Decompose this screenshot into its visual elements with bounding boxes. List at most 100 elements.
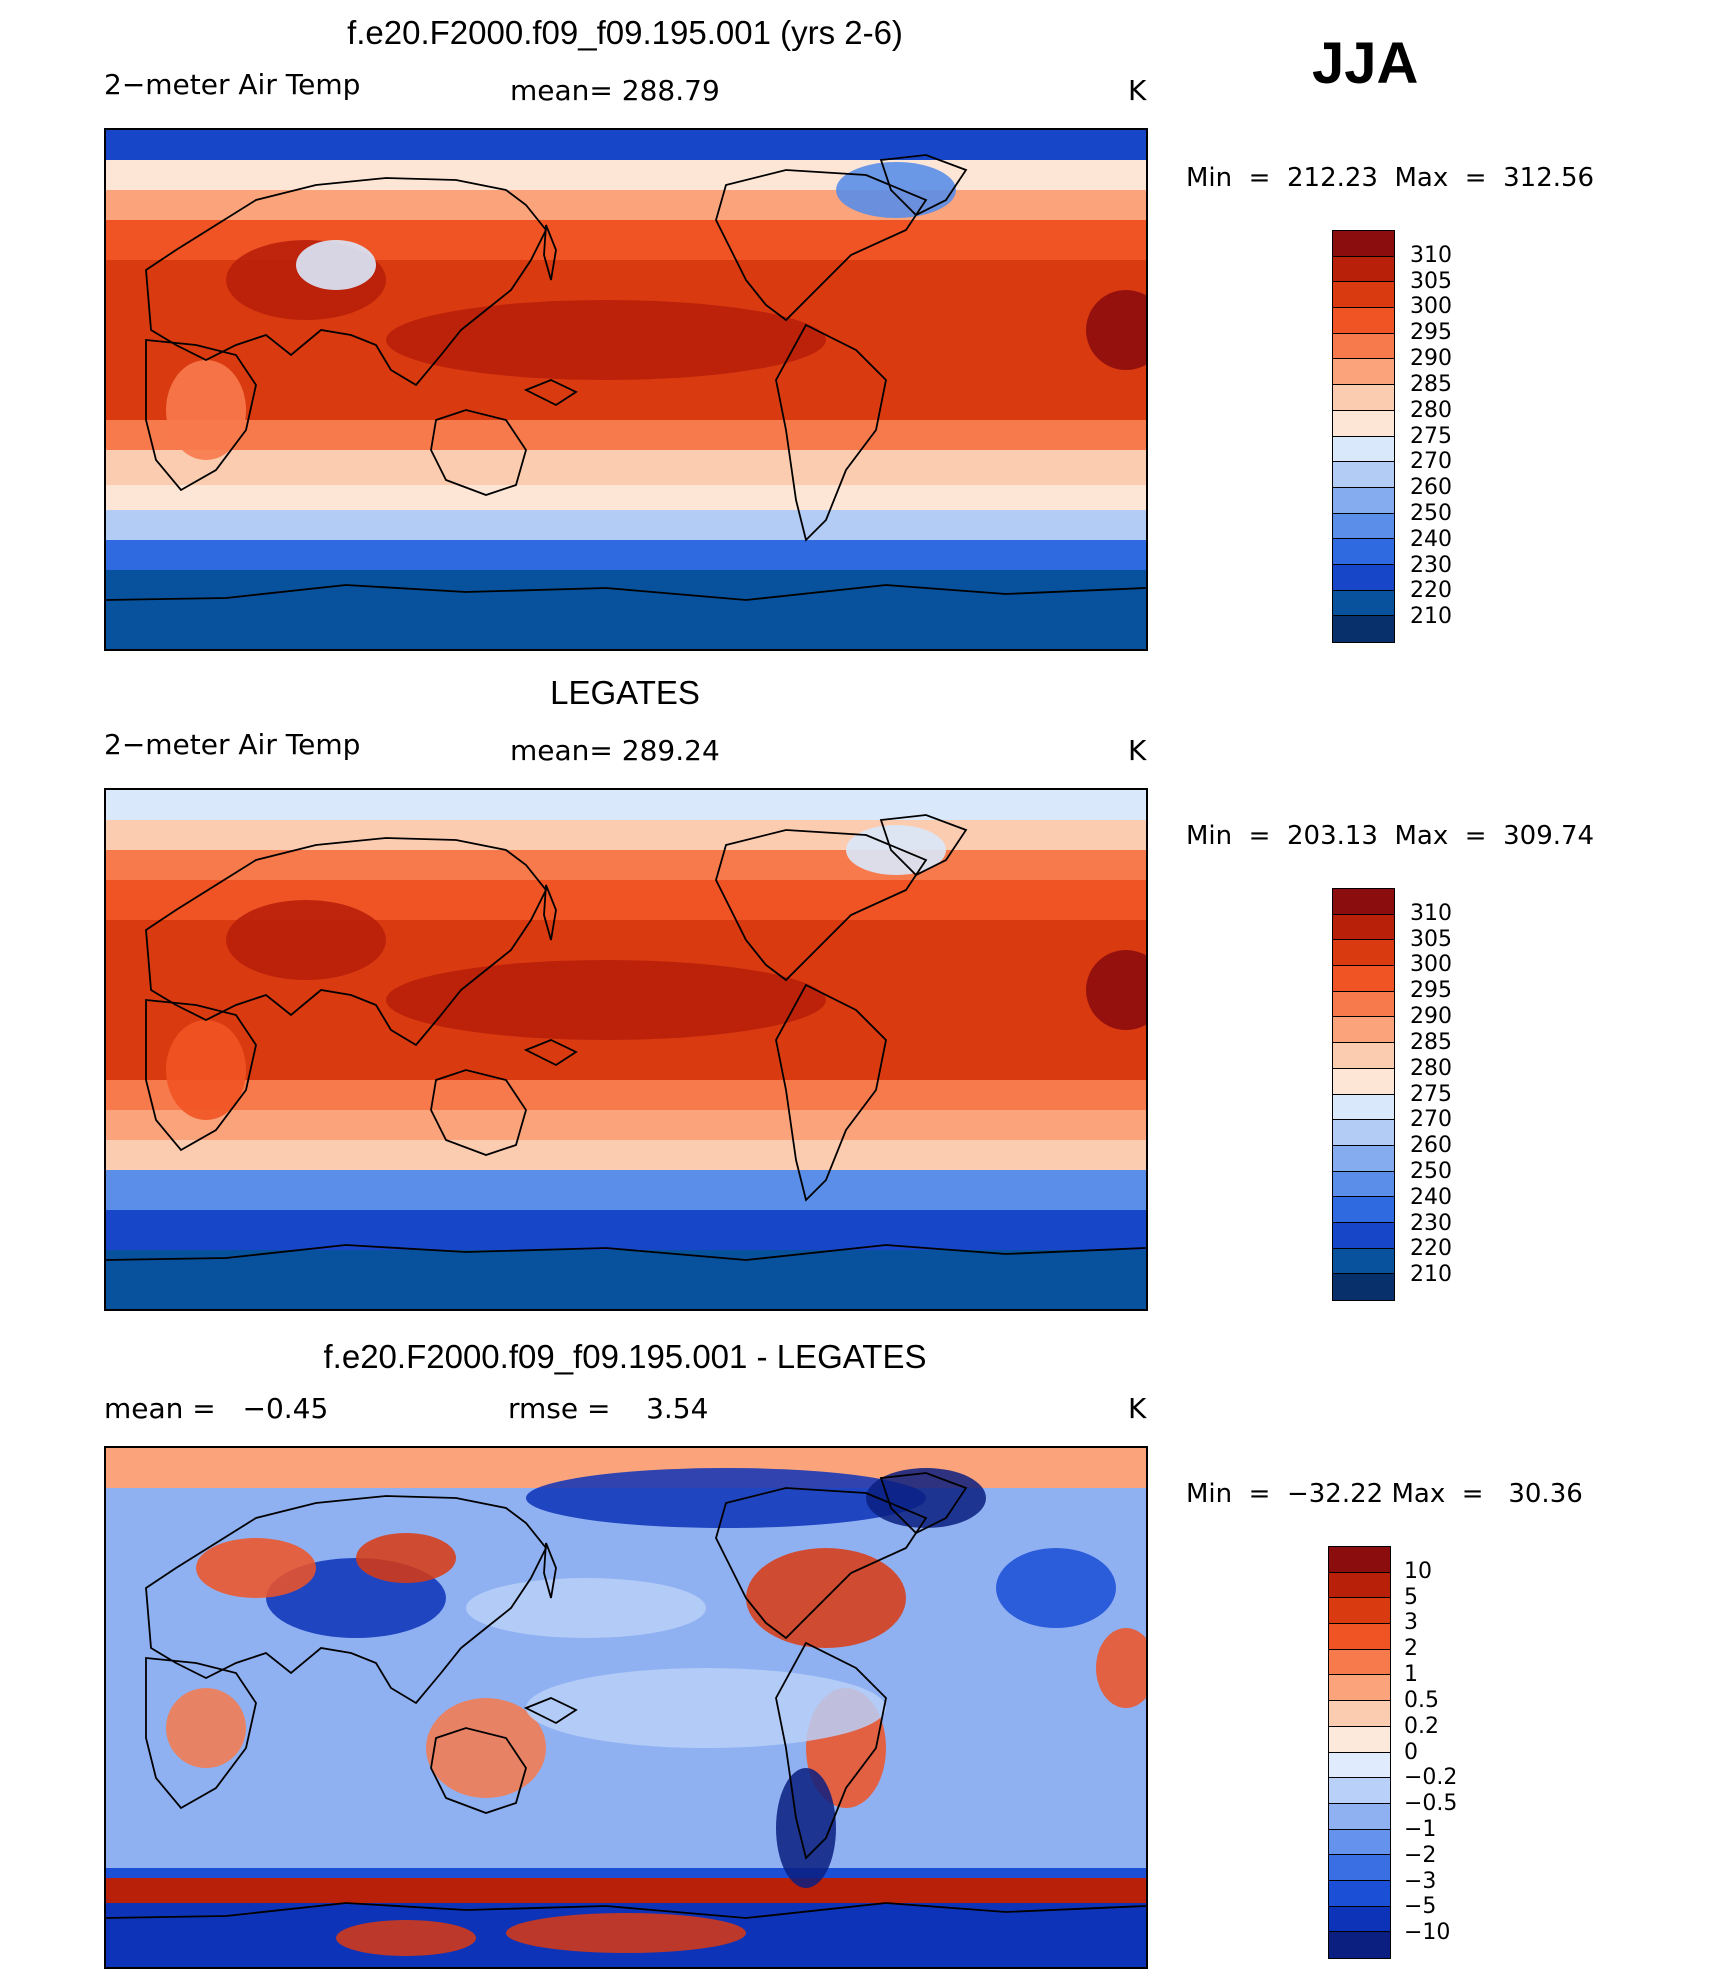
map-model (104, 128, 1148, 651)
units-label-diff: K (1128, 1392, 1147, 1425)
field-blob (776, 1768, 836, 1888)
colorbar-tick-label: 290 (1410, 1004, 1452, 1030)
coastline (775, 1641, 887, 1860)
colorbar-swatch (1333, 940, 1394, 967)
colorbar-swatch (1333, 487, 1394, 514)
field-band (106, 1878, 1146, 1903)
coastline (430, 1069, 527, 1156)
coastline (775, 983, 887, 1202)
minmax-diff: Min = −32.22 Max = 30.36 (1186, 1479, 1583, 1509)
colorbar-swatch (1333, 1017, 1394, 1044)
field-band (106, 850, 1146, 880)
mean-label-model: mean= 288.79 (510, 74, 720, 107)
rmse-label-diff: rmse = 3.54 (508, 1392, 709, 1425)
field-band (106, 160, 1146, 190)
field-band (106, 190, 1146, 220)
field-blob (466, 1578, 706, 1638)
coastline (145, 177, 548, 387)
coastline (145, 837, 548, 1047)
colorbar-tick-label: 220 (1410, 578, 1452, 604)
colorbar-tick-label: 260 (1410, 475, 1452, 501)
coastline (523, 1039, 578, 1067)
max-value-obs: 309.74 (1503, 821, 1595, 851)
colorbar-swatch (1333, 889, 1394, 915)
colorbar-swatch (1333, 1120, 1394, 1146)
colorbar-swatch (1333, 282, 1394, 309)
colorbar-tick-label: 230 (1410, 1210, 1452, 1236)
colorbar-ticks-diff: 10 5 3 2 1 0.5 0.2 0 −0.2 −0.5 −1 −2 −3 −5 −10 (1404, 1546, 1504, 1959)
field-blob (526, 1468, 926, 1528)
colorbar-tick-label: 285 (1410, 371, 1452, 397)
field-blob (836, 162, 956, 218)
colorbar-swatch (1333, 616, 1394, 642)
colorbar-tick-label: −2 (1404, 1842, 1437, 1868)
colorbar-tick-label: 300 (1410, 294, 1452, 320)
map-svg-model (106, 130, 1146, 649)
colorbar-tick-label: 0.2 (1404, 1713, 1439, 1739)
colorbar-tick-label: 260 (1410, 1133, 1452, 1159)
coastline (715, 829, 928, 982)
coastline (106, 1902, 1146, 1919)
field-band (106, 1140, 1146, 1170)
colorbar-swatch (1333, 1222, 1394, 1249)
colorbar-swatch (1329, 1572, 1390, 1599)
colorbar-swatch (1329, 1649, 1390, 1676)
coastline (715, 1487, 928, 1640)
field-blob (1096, 1628, 1146, 1708)
colorbar-tick-label: 240 (1410, 526, 1452, 552)
colorbar-tick-label: 290 (1410, 346, 1452, 372)
field-blob (166, 1020, 246, 1120)
panel-title-model: f.e20.F2000.f09_f09.195.001 (yrs 2-6) (347, 14, 903, 51)
field-band (106, 790, 1146, 820)
colorbar-swatch (1333, 914, 1394, 941)
coastline (879, 154, 968, 217)
field-blob (356, 1533, 456, 1583)
colorbar-swatch (1329, 1803, 1390, 1830)
colorbar-swatch (1333, 462, 1394, 488)
colorbar-swatch (1333, 1145, 1394, 1172)
field-blob (296, 240, 376, 290)
coastline (145, 999, 257, 1152)
colorbar-tick-label: 285 (1410, 1029, 1452, 1055)
colorbar-tick-label: −5 (1404, 1894, 1437, 1920)
colorbar-swatch (1333, 590, 1394, 617)
mean-value-model: 288.79 (621, 74, 720, 107)
coastline (775, 323, 887, 542)
variable-label-model: 2−meter Air Temp (104, 68, 361, 101)
colorbar-swatch (1329, 1932, 1390, 1958)
colorbar-tick-label: 275 (1410, 1081, 1452, 1107)
field-blob (386, 300, 826, 380)
colorbar-tick-label: 250 (1410, 1158, 1452, 1184)
colorbar-tick-label: 5 (1404, 1584, 1418, 1610)
colorbar-swatch (1329, 1752, 1390, 1779)
colorbar-swatch (1329, 1880, 1390, 1907)
colorbar-tick-label: 1 (1404, 1662, 1418, 1688)
map-obs (104, 788, 1148, 1311)
colorbar-model (1332, 230, 1395, 643)
field-band (106, 420, 1146, 450)
colorbar-swatch (1333, 539, 1394, 565)
units-label-model: K (1128, 74, 1147, 107)
panel-title-obs: LEGATES (550, 674, 700, 711)
colorbar-swatch (1333, 1094, 1394, 1121)
variable-label-obs: 2−meter Air Temp (104, 728, 361, 761)
field-blob (1086, 290, 1146, 370)
field-blob (526, 1668, 886, 1748)
colorbar-tick-label: 300 (1410, 952, 1452, 978)
colorbar-ticks-model: 310 305 300 295 290 285 280 275 270 260 250 240 230 2… (1410, 230, 1510, 643)
colorbar-swatch (1329, 1675, 1390, 1702)
colorbar-ticks-obs: 310 305 300 295 290 285 280 275 270 260 250 240 230 2… (1410, 888, 1510, 1301)
max-value-model: 312.56 (1503, 163, 1595, 193)
field-band (106, 130, 1146, 160)
coastline (715, 169, 928, 322)
colorbar-tick-label: 305 (1410, 268, 1452, 294)
coastline (106, 1244, 1146, 1261)
colorbar-swatch (1333, 1171, 1394, 1198)
field-blob (996, 1548, 1116, 1628)
colorbar-swatch (1333, 436, 1394, 463)
field-blob (196, 1538, 316, 1598)
colorbar-swatch (1333, 359, 1394, 386)
coastline (430, 409, 527, 496)
field-band (106, 485, 1146, 510)
field-blob (226, 900, 386, 980)
